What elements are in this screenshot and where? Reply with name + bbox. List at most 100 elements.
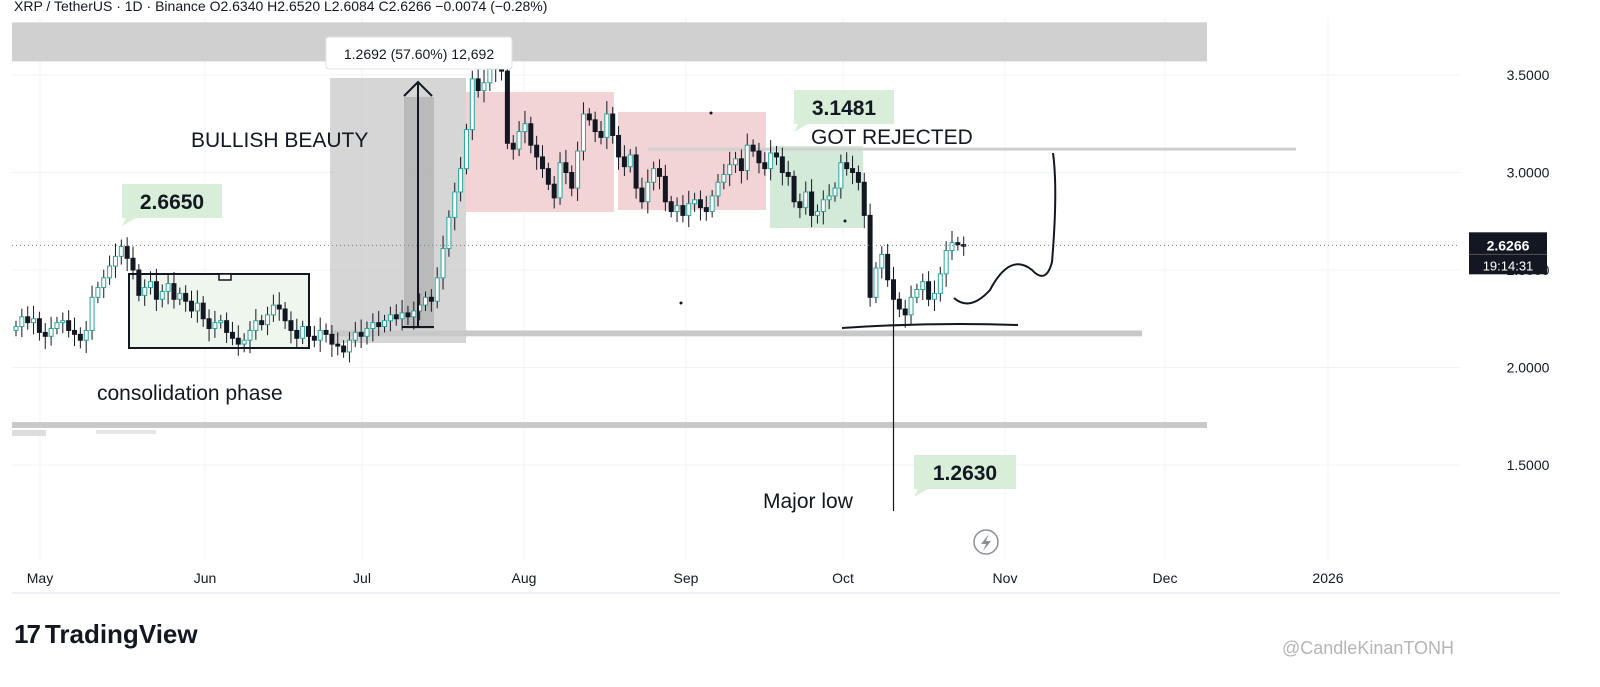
candle-23 — [148, 271, 154, 295]
candle-body-54 — [329, 333, 335, 345]
candle-77 — [463, 123, 469, 175]
candle-body-22 — [142, 287, 148, 296]
candle-body-128 — [762, 162, 768, 170]
candle-body-31 — [194, 302, 200, 312]
candle-body-45 — [276, 304, 282, 310]
candle-body-46 — [282, 308, 288, 322]
candle-body-111 — [662, 175, 668, 203]
candle-144 — [855, 165, 861, 191]
candle-4 — [36, 311, 42, 341]
candle-body-29 — [183, 292, 189, 302]
candle-127 — [756, 142, 762, 174]
candle-15 — [101, 269, 107, 299]
candle-118 — [703, 195, 709, 221]
callout-3-1481-text: 3.1481 — [812, 97, 877, 120]
candle-34 — [212, 310, 218, 338]
candle-119 — [709, 190, 715, 218]
candle-body-136 — [809, 191, 815, 216]
candle-body-1 — [19, 316, 25, 328]
candle-6 — [48, 316, 54, 346]
candle-10 — [72, 317, 77, 347]
candle-147 — [873, 262, 879, 304]
candle-body-25 — [159, 290, 165, 300]
candle-body-15 — [101, 277, 107, 289]
candle-body-139 — [826, 195, 832, 201]
callout-2-6650: 2.6650 — [122, 184, 222, 226]
candle-body-63 — [382, 320, 388, 328]
candle-136 — [809, 179, 815, 228]
candle-body-130 — [774, 152, 779, 158]
candle-113 — [674, 197, 680, 223]
candle-106 — [633, 146, 639, 199]
x-tick-0: May — [27, 570, 53, 586]
candle-29 — [183, 285, 189, 312]
candle-35 — [218, 314, 224, 329]
y-tick-3: 2.0000 — [1507, 360, 1550, 376]
candle-152 — [902, 299, 908, 328]
candle-body-26 — [165, 283, 171, 292]
candle-body-95 — [569, 172, 575, 189]
candle-73 — [440, 235, 446, 290]
x-tick-7: Dec — [1153, 570, 1178, 586]
candle-body-104 — [621, 156, 627, 168]
logo-text: TradingView — [44, 619, 198, 649]
candle-48 — [294, 318, 300, 348]
candle-body-80 — [481, 82, 487, 92]
candle-body-49 — [300, 326, 306, 339]
candle-130 — [774, 145, 779, 166]
candle-body-110 — [657, 168, 662, 177]
tradingview-logo[interactable]: 17 TradingView — [14, 619, 198, 650]
candle-body-76 — [458, 168, 464, 193]
candle-body-100 — [598, 131, 604, 138]
candles — [13, 43, 967, 511]
candle-body-30 — [189, 300, 194, 312]
candle-body-78 — [469, 78, 475, 131]
candle-112 — [668, 195, 674, 218]
support-band — [330, 330, 1142, 337]
candle-body-44 — [270, 304, 276, 316]
candle-body-144 — [855, 172, 861, 183]
candle-135 — [803, 181, 809, 215]
candle-body-133 — [791, 175, 797, 203]
candle-body-52 — [317, 329, 323, 341]
candle-38 — [235, 325, 241, 356]
callout-3-1481-bg — [794, 90, 894, 124]
candle-1 — [19, 308, 25, 338]
candle-137 — [814, 204, 820, 224]
x-tick-1: Jun — [194, 570, 217, 586]
candle-body-117 — [697, 199, 703, 209]
candle-154 — [914, 283, 920, 304]
candle-125 — [744, 133, 750, 180]
candle-114 — [680, 195, 686, 223]
candle-8 — [60, 312, 66, 334]
candle-138 — [820, 190, 826, 225]
x-tick-2: Jul — [353, 570, 371, 586]
candle-body-43 — [265, 314, 271, 326]
candle-body-126 — [750, 144, 756, 152]
candle-5 — [42, 323, 48, 350]
candle-88 — [528, 116, 534, 154]
current-price-tag-bg — [1469, 232, 1547, 275]
candle-body-91 — [545, 168, 551, 185]
measure-readout: 1.2692 (57.60%) 12,692 — [344, 46, 494, 62]
candle-3 — [31, 305, 37, 335]
candle-36 — [224, 312, 230, 343]
candle-body-93 — [557, 162, 563, 199]
candle-42 — [259, 314, 265, 331]
marker-dot-2 — [679, 301, 683, 305]
candle-110 — [657, 159, 662, 190]
candle-body-55 — [335, 343, 341, 347]
candle-body-94 — [563, 162, 569, 173]
candle-body-122 — [727, 164, 733, 175]
candle-49 — [300, 320, 306, 345]
candle-107 — [639, 177, 645, 209]
candle-32 — [200, 296, 206, 327]
candle-body-162 — [961, 244, 967, 247]
measure-readout-bg — [325, 36, 513, 70]
breakout-zone — [330, 78, 466, 343]
candle-90 — [540, 145, 545, 178]
candle-body-66 — [399, 312, 405, 320]
candle-body-21 — [136, 269, 142, 296]
candle-155 — [920, 273, 926, 301]
